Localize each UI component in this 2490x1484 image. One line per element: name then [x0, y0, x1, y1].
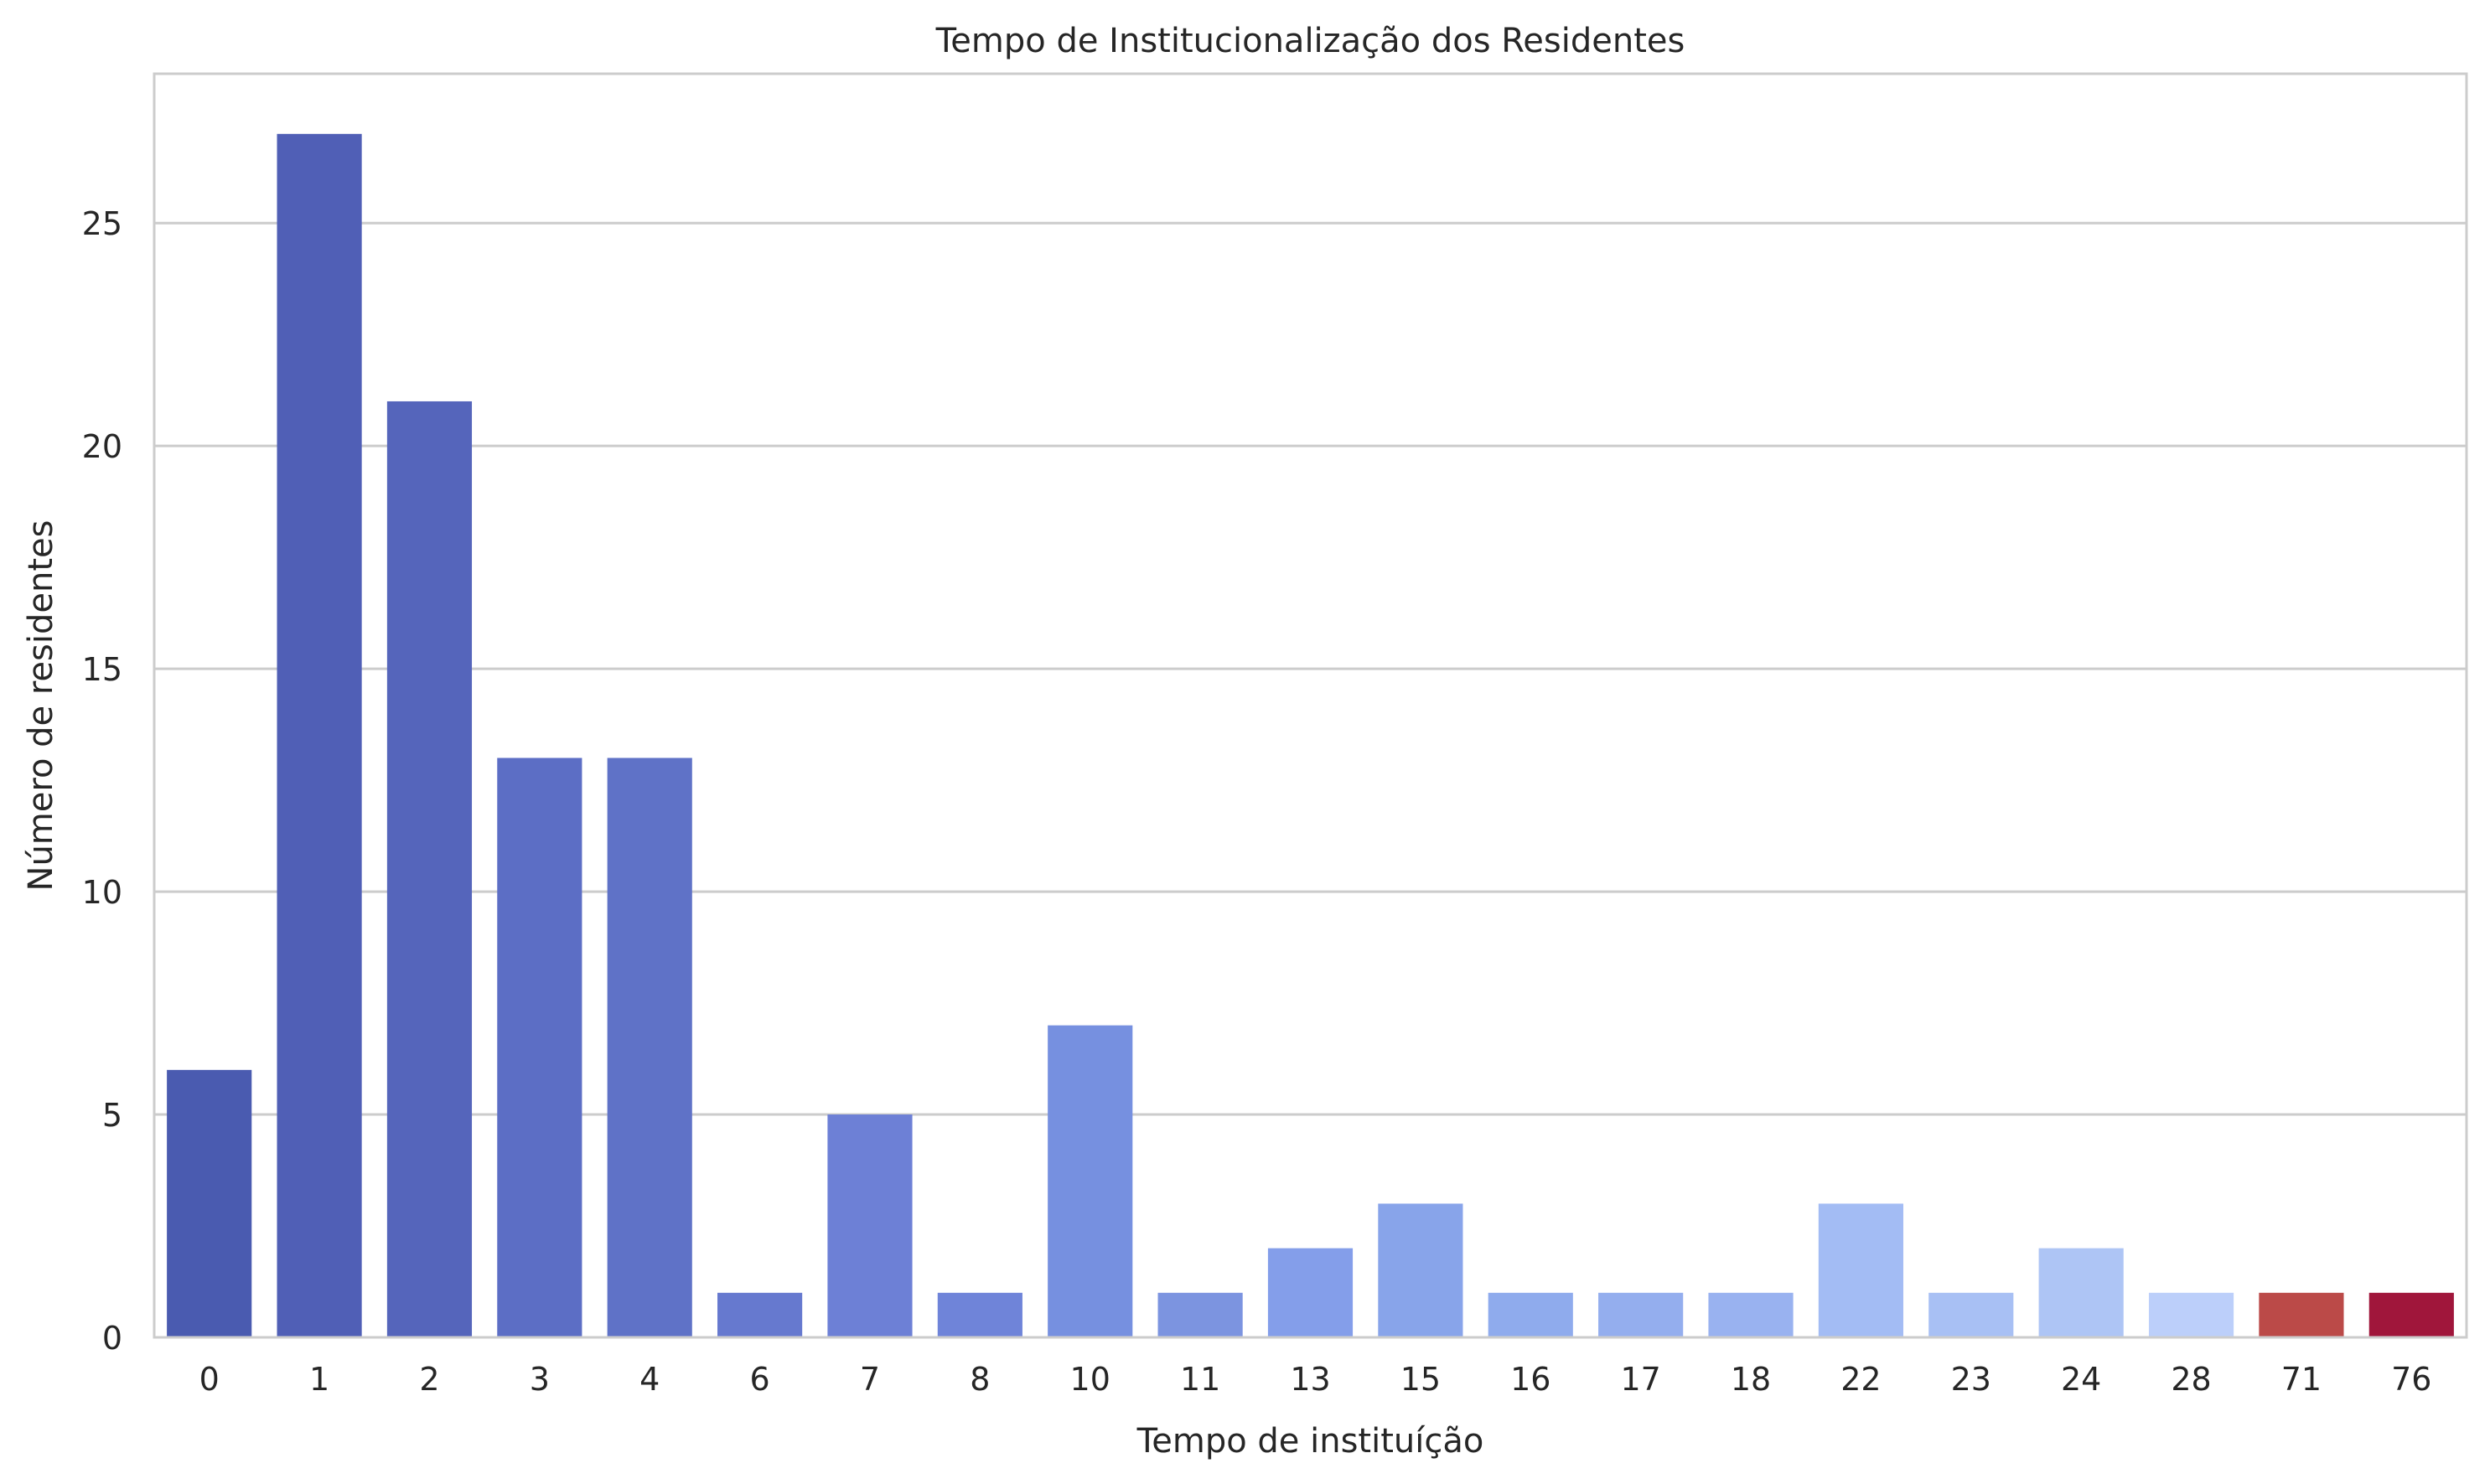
x-axis-label: Tempo de instituíção [1136, 1422, 1484, 1461]
x-tick-label: 22 [1840, 1361, 1881, 1398]
x-tick-label: 8 [970, 1361, 990, 1398]
bar [1598, 1292, 1684, 1337]
bar [717, 1292, 803, 1337]
y-tick-label: 25 [82, 205, 122, 242]
bar [1928, 1292, 2014, 1337]
bar [2259, 1292, 2344, 1337]
bar [386, 401, 473, 1338]
bar [1048, 1025, 1133, 1337]
chart-title: Tempo de Institucionalização dos Residen… [935, 22, 1685, 60]
y-tick-label: 10 [82, 874, 122, 911]
x-tick-label: 2 [419, 1361, 439, 1398]
bars [167, 133, 2454, 1338]
x-tick-label: 23 [1951, 1361, 1991, 1398]
bar [2038, 1248, 2124, 1337]
bar [2368, 1292, 2454, 1337]
bar [827, 1114, 913, 1337]
bar [1157, 1292, 1243, 1337]
y-tick-labels: 0 5 10 15 20 25 [82, 205, 122, 1357]
x-tick-labels: 0 1 2 3 4 6 7 8 10 11 13 15 16 17 18 22 23 24 28 71 76 [199, 1361, 2432, 1398]
y-tick-label: 20 [82, 428, 122, 465]
x-tick-label: 17 [1620, 1361, 1660, 1398]
bar [497, 758, 582, 1337]
x-tick-label: 76 [2391, 1361, 2431, 1398]
bar [607, 758, 692, 1337]
x-tick-label: 7 [860, 1361, 880, 1398]
bar [2148, 1292, 2234, 1337]
y-tick-label: 15 [82, 651, 122, 688]
x-tick-label: 28 [2171, 1361, 2211, 1398]
y-axis-label: Número de residentes [22, 520, 60, 892]
y-tick-label: 5 [102, 1097, 122, 1134]
x-tick-label: 11 [1180, 1361, 1220, 1398]
y-tick-label: 0 [102, 1320, 122, 1357]
bar [1488, 1292, 1573, 1337]
x-tick-label: 4 [639, 1361, 660, 1398]
bar [1378, 1203, 1463, 1337]
x-tick-label: 3 [530, 1361, 550, 1398]
bar [167, 1069, 252, 1337]
bar [1708, 1292, 1794, 1337]
x-tick-label: 6 [750, 1361, 770, 1398]
x-tick-label: 10 [1070, 1361, 1110, 1398]
x-tick-label: 24 [2061, 1361, 2101, 1398]
x-tick-label: 16 [1510, 1361, 1550, 1398]
bar [1267, 1248, 1354, 1337]
x-tick-label: 15 [1400, 1361, 1441, 1398]
bar [1818, 1203, 1903, 1337]
bar [937, 1292, 1022, 1337]
x-tick-label: 0 [199, 1361, 220, 1398]
x-tick-label: 1 [309, 1361, 329, 1398]
bar [277, 133, 362, 1337]
plot-frame [153, 72, 2468, 1339]
x-tick-label: 13 [1290, 1361, 1330, 1398]
x-tick-label: 18 [1731, 1361, 1771, 1398]
x-tick-label: 71 [2281, 1361, 2322, 1398]
